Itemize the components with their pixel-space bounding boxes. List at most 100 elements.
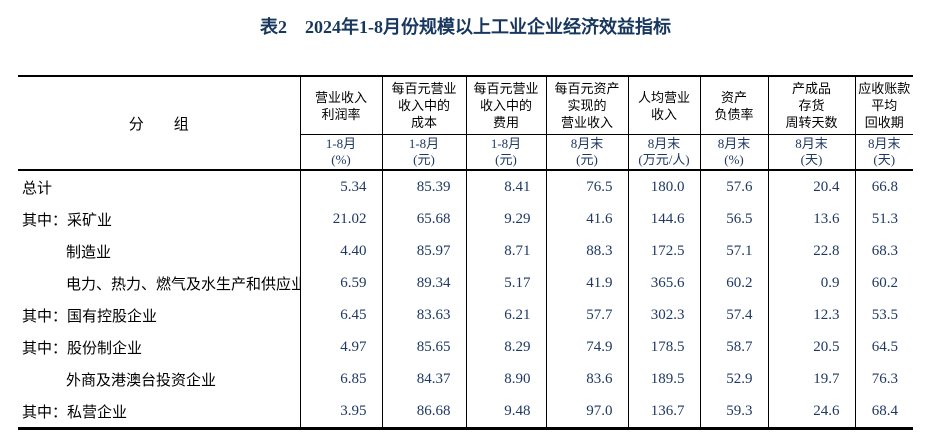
cell-revenue-per-capita: 189.5 — [627, 363, 700, 395]
row-label: 其中：私营企业 — [22, 404, 128, 421]
cell-asset-liability-ratio: 52.9 — [699, 363, 768, 395]
table-row: 其中：国有控股企业 6.45 83.63 6.21 57.7 302.3 57.4 12.3 5… — [18, 299, 913, 331]
column-header-asset-liability-ratio: 资产 负债率 — [699, 76, 768, 135]
row-label: 其中：采矿业 — [22, 212, 113, 229]
cell-inventory-turnover-days: 20.5 — [767, 331, 855, 363]
column-header-operating-profit-margin: 营业收入 利润率 — [299, 76, 382, 135]
column-period-cost-per-100-yuan-revenue: 1-8月 (元) — [381, 134, 466, 171]
cell-revenue-per-100-yuan-assets: 83.6 — [545, 363, 628, 395]
cell-receivables-collection-period: 68.3 — [854, 235, 913, 267]
table-header: 分 组 营业收入 利润率 每百元营业 收入中的 成本 每百元营业 收入中的 费用 每百… — [18, 76, 913, 171]
row-label: 其中：国有控股企业 — [22, 308, 158, 325]
cell-revenue-per-capita: 144.6 — [627, 203, 700, 235]
column-period-inventory-turnover-days: 8月末 (天) — [767, 134, 855, 171]
column-header-receivables-collection-period: 应收账款 平均 回收期 — [854, 76, 913, 135]
row-label: 总计 — [22, 180, 53, 197]
cell-cost-per-100-yuan-revenue: 86.68 — [381, 395, 466, 429]
cell-inventory-turnover-days: 22.8 — [767, 235, 855, 267]
table-row: 其中：采矿业 21.02 65.68 9.29 41.6 144.6 56.5 13.6 51.… — [18, 203, 913, 235]
cell-fee-per-100-yuan-revenue: 6.21 — [465, 299, 546, 331]
header-row-indicators: 分 组 营业收入 利润率 每百元营业 收入中的 成本 每百元营业 收入中的 费用 每百… — [18, 76, 913, 171]
column-period-revenue-per-100-yuan-assets: 8月末 (元) — [545, 134, 628, 171]
cell-receivables-collection-period: 51.3 — [854, 203, 913, 235]
column-period-asset-liability-ratio: 8月末 (%) — [699, 134, 768, 171]
cell-fee-per-100-yuan-revenue: 8.90 — [465, 363, 546, 395]
column-period-fee-per-100-yuan-revenue: 1-8月 (元) — [465, 134, 546, 171]
cell-asset-liability-ratio: 59.3 — [699, 395, 768, 429]
column-period-receivables-collection-period: 8月末 (天) — [854, 134, 913, 171]
cell-operating-profit-margin: 5.34 — [299, 170, 382, 203]
cell-inventory-turnover-days: 24.6 — [767, 395, 855, 429]
cell-revenue-per-100-yuan-assets: 57.7 — [545, 299, 628, 331]
cell-revenue-per-100-yuan-assets: 41.9 — [545, 267, 628, 299]
column-header-inventory-turnover-days: 产成品 存货 周转天数 — [767, 76, 855, 135]
table-row: 制造业 4.40 85.97 8.71 88.3 172.5 57.1 22.8 68.3 — [18, 235, 913, 267]
cell-inventory-turnover-days: 20.4 — [767, 170, 855, 203]
row-label: 外商及港澳台投资企业 — [66, 372, 217, 389]
cell-cost-per-100-yuan-revenue: 85.65 — [381, 331, 466, 363]
cell-fee-per-100-yuan-revenue: 9.48 — [465, 395, 546, 429]
row-label: 电力、热力、燃气及水生产和供应业 — [66, 276, 300, 293]
table-row: 其中：私营企业 3.95 86.68 9.48 97.0 136.7 59.3 24.6 68.… — [18, 395, 913, 429]
indicators-table: 分 组 营业收入 利润率 每百元营业 收入中的 成本 每百元营业 收入中的 费用 每百… — [18, 75, 913, 430]
column-header-revenue-per-capita: 人均营业 收入 — [627, 76, 700, 135]
cell-inventory-turnover-days: 19.7 — [767, 363, 855, 395]
cell-operating-profit-margin: 6.59 — [299, 267, 382, 299]
table-row: 电力、热力、燃气及水生产和供应业 6.59 89.34 5.17 41.9 365.6 60… — [18, 267, 913, 299]
row-label: 其中：股份制企业 — [22, 340, 143, 357]
table-row: 总计 5.34 85.39 8.41 76.5 180.0 57.6 20.4 66.8 — [18, 170, 913, 203]
cell-asset-liability-ratio: 57.6 — [699, 170, 768, 203]
cell-fee-per-100-yuan-revenue: 8.41 — [465, 170, 546, 203]
cell-operating-profit-margin: 6.45 — [299, 299, 382, 331]
cell-cost-per-100-yuan-revenue: 65.68 — [381, 203, 466, 235]
cell-asset-liability-ratio: 57.4 — [699, 299, 768, 331]
cell-fee-per-100-yuan-revenue: 9.29 — [465, 203, 546, 235]
cell-cost-per-100-yuan-revenue: 85.97 — [381, 235, 466, 267]
cell-cost-per-100-yuan-revenue: 83.63 — [381, 299, 466, 331]
cell-receivables-collection-period: 68.4 — [854, 395, 913, 429]
cell-receivables-collection-period: 64.5 — [854, 331, 913, 363]
table-row: 外商及港澳台投资企业 6.85 84.37 8.90 83.6 189.5 52.9 19.7… — [18, 363, 913, 395]
column-header-cost-per-100-yuan-revenue: 每百元营业 收入中的 成本 — [381, 76, 466, 135]
cell-receivables-collection-period: 66.8 — [854, 170, 913, 203]
cell-revenue-per-capita: 136.7 — [627, 395, 700, 429]
cell-operating-profit-margin: 4.97 — [299, 331, 382, 363]
cell-cost-per-100-yuan-revenue: 84.37 — [381, 363, 466, 395]
cell-fee-per-100-yuan-revenue: 8.71 — [465, 235, 546, 267]
cell-fee-per-100-yuan-revenue: 5.17 — [465, 267, 546, 299]
table-body: 总计 5.34 85.39 8.41 76.5 180.0 57.6 20.4 66.8 其中：采… — [18, 170, 913, 429]
cell-revenue-per-capita: 180.0 — [627, 170, 700, 203]
column-header-group: 分 组 — [18, 76, 300, 171]
cell-operating-profit-margin: 21.02 — [299, 203, 382, 235]
cell-receivables-collection-period: 76.3 — [854, 363, 913, 395]
header-row-periods: 1-8月 (%) 1-8月 (元) 1-8月 (元) 8月末 (元) 8月末 (万元/人… — [18, 134, 913, 171]
cell-revenue-per-capita: 172.5 — [627, 235, 700, 267]
cell-operating-profit-margin: 6.85 — [299, 363, 382, 395]
cell-revenue-per-capita: 302.3 — [627, 299, 700, 331]
column-period-revenue-per-capita: 8月末 (万元/人) — [627, 134, 700, 171]
cell-fee-per-100-yuan-revenue: 8.29 — [465, 331, 546, 363]
row-label: 制造业 — [66, 244, 112, 261]
cell-inventory-turnover-days: 13.6 — [767, 203, 855, 235]
cell-inventory-turnover-days: 12.3 — [767, 299, 855, 331]
cell-revenue-per-capita: 178.5 — [627, 331, 700, 363]
table-row: 其中：股份制企业 4.97 85.65 8.29 74.9 178.5 58.7 20.5 64… — [18, 331, 913, 363]
cell-asset-liability-ratio: 57.1 — [699, 235, 768, 267]
cell-operating-profit-margin: 3.95 — [299, 395, 382, 429]
cell-revenue-per-capita: 365.6 — [627, 267, 700, 299]
cell-receivables-collection-period: 60.2 — [854, 267, 913, 299]
cell-receivables-collection-period: 53.5 — [854, 299, 913, 331]
column-header-revenue-per-100-yuan-assets: 每百元资产 实现的 营业收入 — [545, 76, 628, 135]
cell-cost-per-100-yuan-revenue: 89.34 — [381, 267, 466, 299]
cell-operating-profit-margin: 4.40 — [299, 235, 382, 267]
cell-revenue-per-100-yuan-assets: 88.3 — [545, 235, 628, 267]
page-title: 表2 2024年1-8月份规模以上工业企业经济效益指标 — [260, 17, 671, 37]
cell-inventory-turnover-days: 0.9 — [767, 267, 855, 299]
cell-asset-liability-ratio: 56.5 — [699, 203, 768, 235]
cell-asset-liability-ratio: 60.2 — [699, 267, 768, 299]
cell-revenue-per-100-yuan-assets: 74.9 — [545, 331, 628, 363]
cell-revenue-per-100-yuan-assets: 76.5 — [545, 170, 628, 203]
cell-revenue-per-100-yuan-assets: 41.6 — [545, 203, 628, 235]
cell-cost-per-100-yuan-revenue: 85.39 — [381, 170, 466, 203]
